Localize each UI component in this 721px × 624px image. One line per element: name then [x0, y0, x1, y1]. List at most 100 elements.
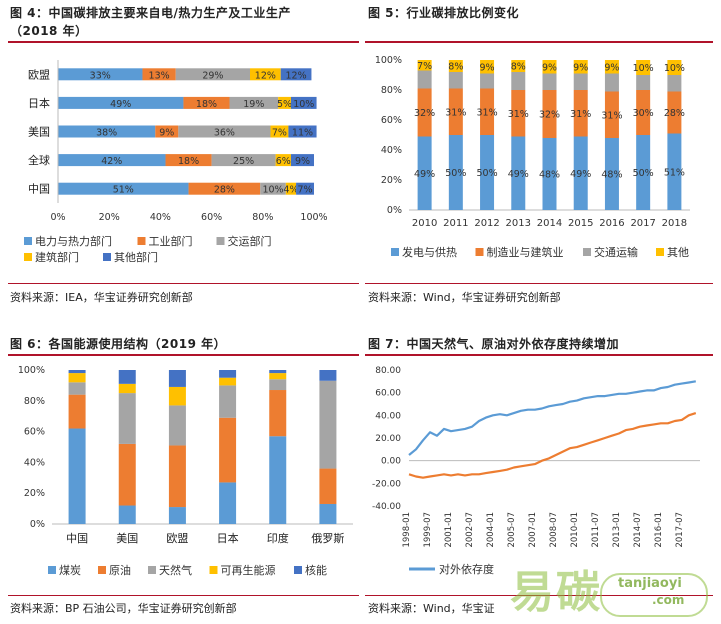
bar-segment	[573, 136, 588, 210]
legend-swatch	[475, 248, 484, 256]
legend-label: 制造业与建筑业	[487, 245, 564, 259]
y-tick-label: 0.00	[381, 457, 401, 467]
bar-segment	[542, 60, 557, 74]
legend-swatch	[98, 566, 106, 574]
figure-5-chart: 0% 20% 40% 60% 80% 100% 49% 32% 7% 2010 50% 31% 8% 20…	[375, 55, 690, 259]
watermark-logo-text: 易碳	[510, 567, 602, 618]
x-tick-label: 80%	[252, 212, 273, 223]
bar-segment	[480, 73, 495, 89]
legend-swatch	[391, 248, 399, 256]
data-label: 31%	[476, 107, 497, 118]
bar-segment	[448, 72, 463, 89]
figure-5-title: 图 5：行业碳排放比例变化	[368, 6, 520, 20]
x-tick-label: 2014	[537, 218, 562, 229]
y-tick-label: 100%	[18, 365, 45, 376]
legend-label: 煤炭	[59, 564, 81, 577]
y-tick-label: 40%	[381, 145, 402, 156]
bar-segment	[58, 68, 143, 81]
legend-label: 建筑部门	[35, 250, 79, 264]
legend-swatch	[148, 566, 156, 574]
bar-segment	[636, 135, 651, 210]
data-label: 9%	[542, 62, 557, 73]
watermark-badge	[600, 573, 708, 617]
y-tick-label: 0%	[387, 205, 402, 216]
legend-label: 交运部门	[228, 234, 272, 248]
bar-segment	[511, 136, 526, 210]
bar-segment	[573, 73, 588, 90]
bar-segment	[448, 88, 463, 135]
bar-segment	[511, 72, 526, 90]
figure-4-chart: 0% 20% 40% 60% 80% 100% 欧盟 33% 13% 29% 12% 12% 日本 49%…	[24, 60, 328, 264]
bar-segment	[288, 125, 317, 138]
bar-segment	[636, 90, 651, 135]
legend-swatch	[294, 566, 302, 574]
bar-segment	[480, 60, 495, 74]
bar-segment	[290, 96, 317, 109]
category-label: 美国	[28, 126, 50, 139]
y-tick-label: 60.00	[375, 389, 401, 399]
bar-segment	[118, 383, 136, 394]
legend-swatch	[24, 253, 32, 261]
bar-segment	[667, 75, 682, 92]
bar-segment	[219, 385, 237, 418]
legend-swatch	[583, 248, 591, 256]
figure-6-title: 图 6：各国能源使用结构（2019 年）	[10, 337, 227, 351]
x-tick-label: 1999-07	[423, 512, 433, 548]
bar-segment	[68, 382, 86, 395]
legend-swatch	[656, 248, 664, 256]
bar-segment	[270, 125, 289, 138]
y-tick-label: 20%	[381, 175, 402, 186]
bar-segment	[118, 505, 136, 524]
x-tick-label: 2013	[506, 218, 531, 229]
y-tick-label: 40.00	[375, 411, 401, 421]
data-label: 7%	[298, 185, 313, 196]
bar-segment	[275, 154, 291, 167]
bar-segment	[188, 182, 261, 195]
x-tick-label: 2001-01	[444, 512, 454, 548]
watermark-domain: .com	[652, 593, 685, 607]
x-tick-label: 美国	[116, 532, 138, 545]
bar-segment	[448, 60, 463, 72]
bar-segment	[58, 182, 189, 195]
data-label: 48%	[601, 170, 622, 181]
data-label: 12%	[255, 70, 276, 81]
figure-4-source: 资料来源：IEA，华宝证券研究创新部	[10, 291, 193, 304]
data-label: 31%	[508, 109, 529, 120]
data-label: 50%	[633, 168, 654, 179]
data-label: 51%	[664, 167, 685, 178]
data-label: 36%	[214, 128, 235, 139]
bar-segment	[219, 370, 237, 378]
legend-label: 发电与供热	[402, 245, 457, 259]
bar-segment	[155, 125, 179, 138]
bar-segment	[269, 370, 287, 374]
x-tick-label: 2016-01	[654, 512, 664, 548]
bar-segment	[211, 154, 276, 167]
figure-4-title-rule	[8, 41, 359, 43]
y-tick-label: 40%	[24, 457, 45, 468]
bar-segment	[183, 96, 230, 109]
figure-7-source: 资料来源：Wind，华宝证	[368, 602, 495, 615]
data-label: 8%	[448, 62, 463, 73]
data-label: 25%	[233, 156, 254, 167]
data-label: 42%	[101, 156, 122, 167]
bar-segment	[542, 138, 557, 210]
figure-5-source: 资料来源：Wind，华宝证券研究创新部	[368, 291, 561, 304]
bar-segment	[58, 125, 156, 138]
data-label: 9%	[295, 156, 310, 167]
data-label: 31%	[570, 109, 591, 120]
x-tick-label: 2015	[568, 218, 593, 229]
bar-segment	[319, 468, 337, 504]
y-tick-label: 80%	[381, 85, 402, 96]
bar-segment	[417, 70, 432, 89]
x-tick-label: 2013-01	[612, 512, 622, 548]
x-tick-label: 2004-01	[486, 512, 496, 548]
category-label: 中国	[28, 183, 50, 196]
data-label: 9%	[480, 62, 495, 73]
legend-swatch	[216, 237, 225, 245]
y-tick-label: 60%	[381, 115, 402, 126]
data-label: 31%	[445, 107, 466, 118]
legend-label: 原油	[109, 563, 131, 577]
bar-segment	[219, 377, 237, 386]
legend-swatch	[209, 566, 218, 574]
